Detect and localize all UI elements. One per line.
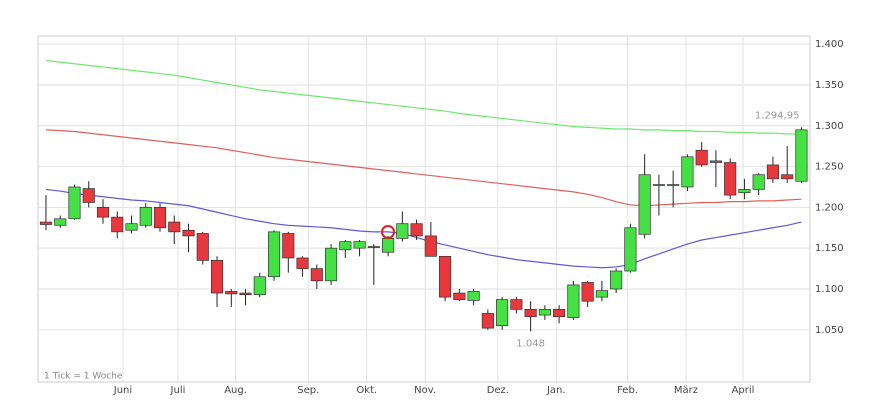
candle-body [667, 184, 680, 186]
x-tick-label: Aug. [224, 385, 247, 396]
x-tick-label: April [732, 385, 755, 396]
candle-body [82, 188, 95, 203]
x-tick-label: Jan. [546, 385, 566, 396]
candle-body [624, 227, 637, 272]
candle-body [367, 246, 380, 248]
y-tick-label: 1.050 [815, 325, 844, 336]
candle-body [282, 233, 295, 259]
candle-body [296, 257, 309, 269]
candle-body [153, 207, 167, 229]
candle-body [496, 299, 509, 327]
y-tick-label: 1.300 [815, 121, 844, 132]
marker-circle [381, 225, 395, 239]
footnote: 1 Tick = 1 Woche [44, 372, 123, 382]
candle-body [709, 160, 722, 163]
candle-body [96, 207, 110, 218]
moving-average [45, 129, 802, 207]
low-label: 1.048 [516, 338, 545, 349]
candle-body [424, 235, 437, 257]
candle-body [652, 184, 665, 186]
candle-body [567, 284, 580, 318]
candle-body [752, 174, 765, 190]
candle-body [353, 241, 366, 249]
candle-body [453, 292, 466, 300]
candle-body [467, 291, 480, 301]
candle-body [325, 247, 338, 282]
moving-average [45, 188, 802, 269]
candle-body [638, 174, 651, 235]
candle-body [310, 268, 323, 282]
candle-body [538, 309, 551, 316]
y-tick-label: 1.350 [815, 80, 844, 91]
x-tick-label: Feb. [617, 385, 638, 396]
y-tick-label: 1.250 [815, 162, 844, 173]
x-tick-label: Juli [170, 385, 186, 396]
candle-body [196, 233, 209, 261]
candle-body [695, 149, 708, 166]
y-tick-label: 1.150 [815, 243, 844, 254]
candle-body [781, 174, 794, 180]
candle-body [54, 218, 67, 226]
high-label: 1.294,95 [755, 110, 800, 121]
candle-body [481, 313, 494, 329]
candle-body [681, 156, 694, 188]
candle-body [439, 255, 452, 298]
moving-averages [45, 59, 802, 269]
plot-area [37, 35, 811, 383]
candle-body [524, 309, 537, 318]
candle-body [267, 231, 281, 278]
candle-body [111, 216, 124, 233]
y-tick-label: 1.100 [815, 284, 844, 295]
candle-body [396, 223, 409, 239]
candle-body [210, 260, 224, 294]
x-tick-label: Okt. [356, 385, 377, 396]
x-tick-label: März [674, 385, 698, 396]
candles [39, 127, 808, 332]
candle-body [68, 186, 81, 220]
candle-body [738, 189, 751, 194]
candle-body [724, 162, 737, 196]
x-tick-label: Dez. [487, 385, 509, 396]
moving-average [45, 59, 802, 135]
candle-body [139, 207, 152, 226]
candle-body [795, 129, 808, 182]
candle-body [553, 309, 566, 318]
x-tick-label: Juni [113, 385, 132, 396]
y-tick-label: 1.400 [815, 39, 844, 50]
candle-body [182, 229, 195, 237]
candle-body [339, 241, 352, 251]
candle-body [39, 221, 53, 225]
candle-body [766, 164, 779, 180]
candle-body [382, 238, 395, 253]
candle-body [225, 291, 238, 295]
candle-body [239, 292, 252, 296]
candle-body [168, 221, 181, 233]
y-tick-label: 1.200 [815, 202, 844, 213]
candle-body [125, 223, 138, 231]
x-tick-label: Sep. [297, 385, 319, 396]
candle-body [253, 276, 266, 296]
candle-body [610, 270, 623, 290]
grid [38, 36, 810, 382]
candle-body [581, 282, 594, 302]
candle-body [595, 290, 608, 298]
candle-body [410, 223, 423, 237]
candle-body [510, 299, 523, 310]
x-tick-label: Nov. [414, 385, 436, 396]
